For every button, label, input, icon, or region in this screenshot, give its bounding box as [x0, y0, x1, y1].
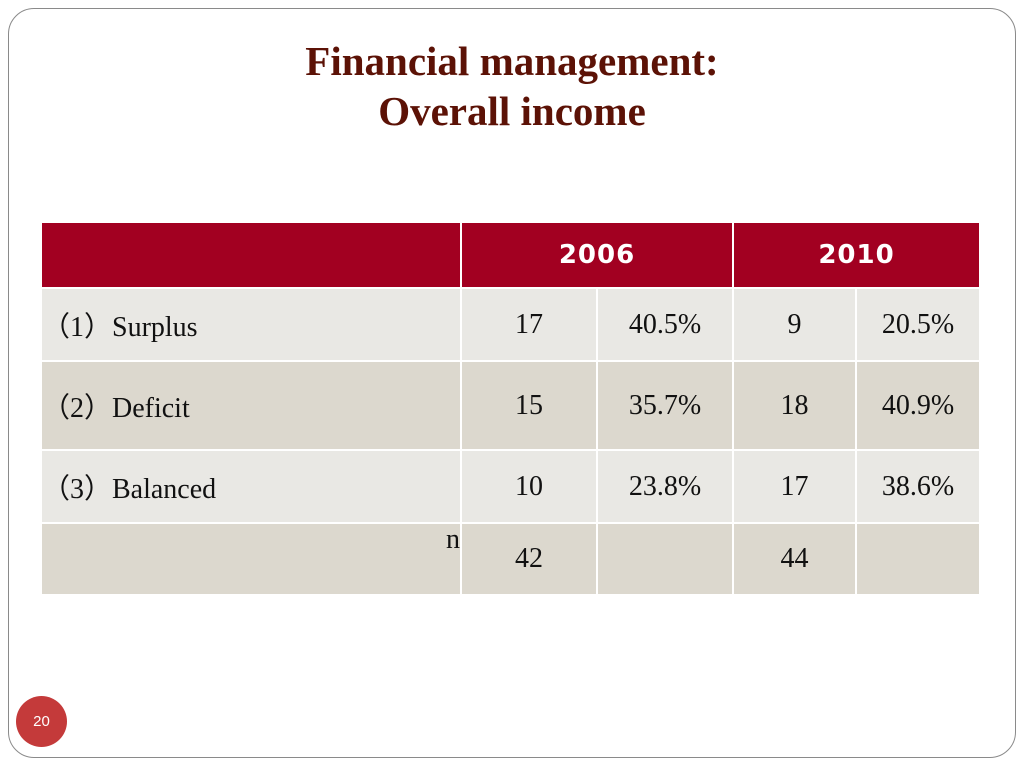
cell-2006-count: 17 — [460, 287, 598, 362]
page-number-badge: 20 — [16, 696, 67, 747]
row-label-balanced: （3）Balanced — [40, 449, 462, 524]
cell-2010-count: 18 — [732, 360, 857, 451]
header-empty-cell — [40, 221, 462, 289]
row-label-deficit: （2）Deficit — [40, 360, 462, 451]
cell-2010-count: 9 — [732, 287, 857, 362]
cell-2010-percent: 38.6% — [855, 449, 981, 524]
title-line-2: Overall income — [378, 88, 646, 134]
cell-2010-percent: 20.5% — [855, 287, 981, 362]
cell-2006-percent: 40.5% — [596, 287, 734, 362]
cell-2006-count: 10 — [460, 449, 598, 524]
table-total-row: n 42 44 — [40, 522, 981, 596]
row-label-surplus: （1）Surplus — [40, 287, 462, 362]
cell-2010-percent: 40.9% — [855, 360, 981, 451]
cell-2006-percent: 35.7% — [596, 360, 734, 451]
total-2006-percent — [596, 522, 734, 596]
title-line-1: Financial management: — [305, 38, 719, 84]
header-year-2010: 2010 — [732, 221, 981, 289]
cell-2006-percent: 23.8% — [596, 449, 734, 524]
header-year-2006: 2006 — [460, 221, 734, 289]
cell-2010-count: 17 — [732, 449, 857, 524]
table-row: （3）Balanced 10 23.8% 17 38.6% — [40, 449, 981, 524]
total-2010-percent — [855, 522, 981, 596]
total-2006-count: 42 — [460, 522, 598, 596]
income-table: 2006 2010 （1）Surplus 17 40.5% 9 20.5% （2… — [40, 221, 981, 596]
table-header-row: 2006 2010 — [40, 221, 981, 289]
table-row: （2）Deficit 15 35.7% 18 40.9% — [40, 360, 981, 451]
total-2010-count: 44 — [732, 522, 857, 596]
total-label-n: n — [40, 522, 462, 596]
table-row: （1）Surplus 17 40.5% 9 20.5% — [40, 287, 981, 362]
slide-title: Financial management: Overall income — [0, 36, 1024, 136]
cell-2006-count: 15 — [460, 360, 598, 451]
